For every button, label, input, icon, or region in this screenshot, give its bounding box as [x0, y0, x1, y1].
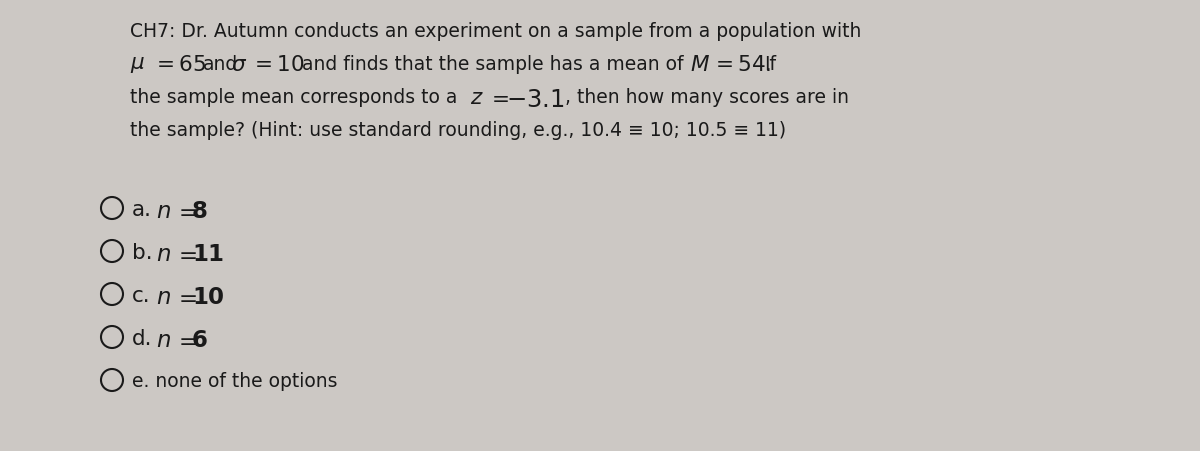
Text: $=$: $=$ — [174, 200, 197, 223]
Text: $n$: $n$ — [156, 286, 170, 309]
Text: c.: c. — [132, 286, 151, 306]
Text: a.: a. — [132, 200, 152, 220]
Text: $\sigma$: $\sigma$ — [230, 55, 247, 75]
Text: , then how many scores are in: , then how many scores are in — [565, 88, 850, 107]
Text: $n$: $n$ — [156, 200, 170, 223]
Text: 6: 6 — [192, 329, 208, 352]
Text: $M$: $M$ — [690, 55, 710, 75]
Text: the sample? (Hint: use standard rounding, e.g., 10.4 ≡ 10; 10.5 ≡ 11): the sample? (Hint: use standard rounding… — [130, 121, 786, 140]
Text: 8: 8 — [192, 200, 208, 223]
Text: 11: 11 — [192, 243, 224, 266]
Text: CH7: Dr. Autumn conducts an experiment on a sample from a population with: CH7: Dr. Autumn conducts an experiment o… — [130, 22, 862, 41]
Text: $-3.1$: $-3.1$ — [506, 88, 564, 112]
Text: 10: 10 — [192, 286, 224, 309]
Text: $= 65$: $= 65$ — [152, 55, 206, 75]
Text: b.: b. — [132, 243, 152, 263]
Text: $n$: $n$ — [156, 243, 170, 266]
Text: e. none of the options: e. none of the options — [132, 372, 337, 391]
Text: $=$: $=$ — [174, 329, 197, 352]
Text: $=$: $=$ — [174, 286, 197, 309]
Text: $\mu$: $\mu$ — [130, 55, 145, 75]
Text: d.: d. — [132, 329, 152, 349]
Text: the sample mean corresponds to a: the sample mean corresponds to a — [130, 88, 457, 107]
Text: and finds that the sample has a mean of: and finds that the sample has a mean of — [302, 55, 684, 74]
Text: $=$: $=$ — [174, 243, 197, 266]
Text: $=$: $=$ — [487, 88, 509, 108]
Text: and: and — [203, 55, 239, 74]
Text: $n$: $n$ — [156, 329, 170, 352]
Text: $= 10$: $= 10$ — [250, 55, 305, 75]
Text: $z$: $z$ — [470, 88, 484, 108]
Text: $= 54.$: $= 54.$ — [710, 55, 772, 75]
Text: If: If — [764, 55, 776, 74]
